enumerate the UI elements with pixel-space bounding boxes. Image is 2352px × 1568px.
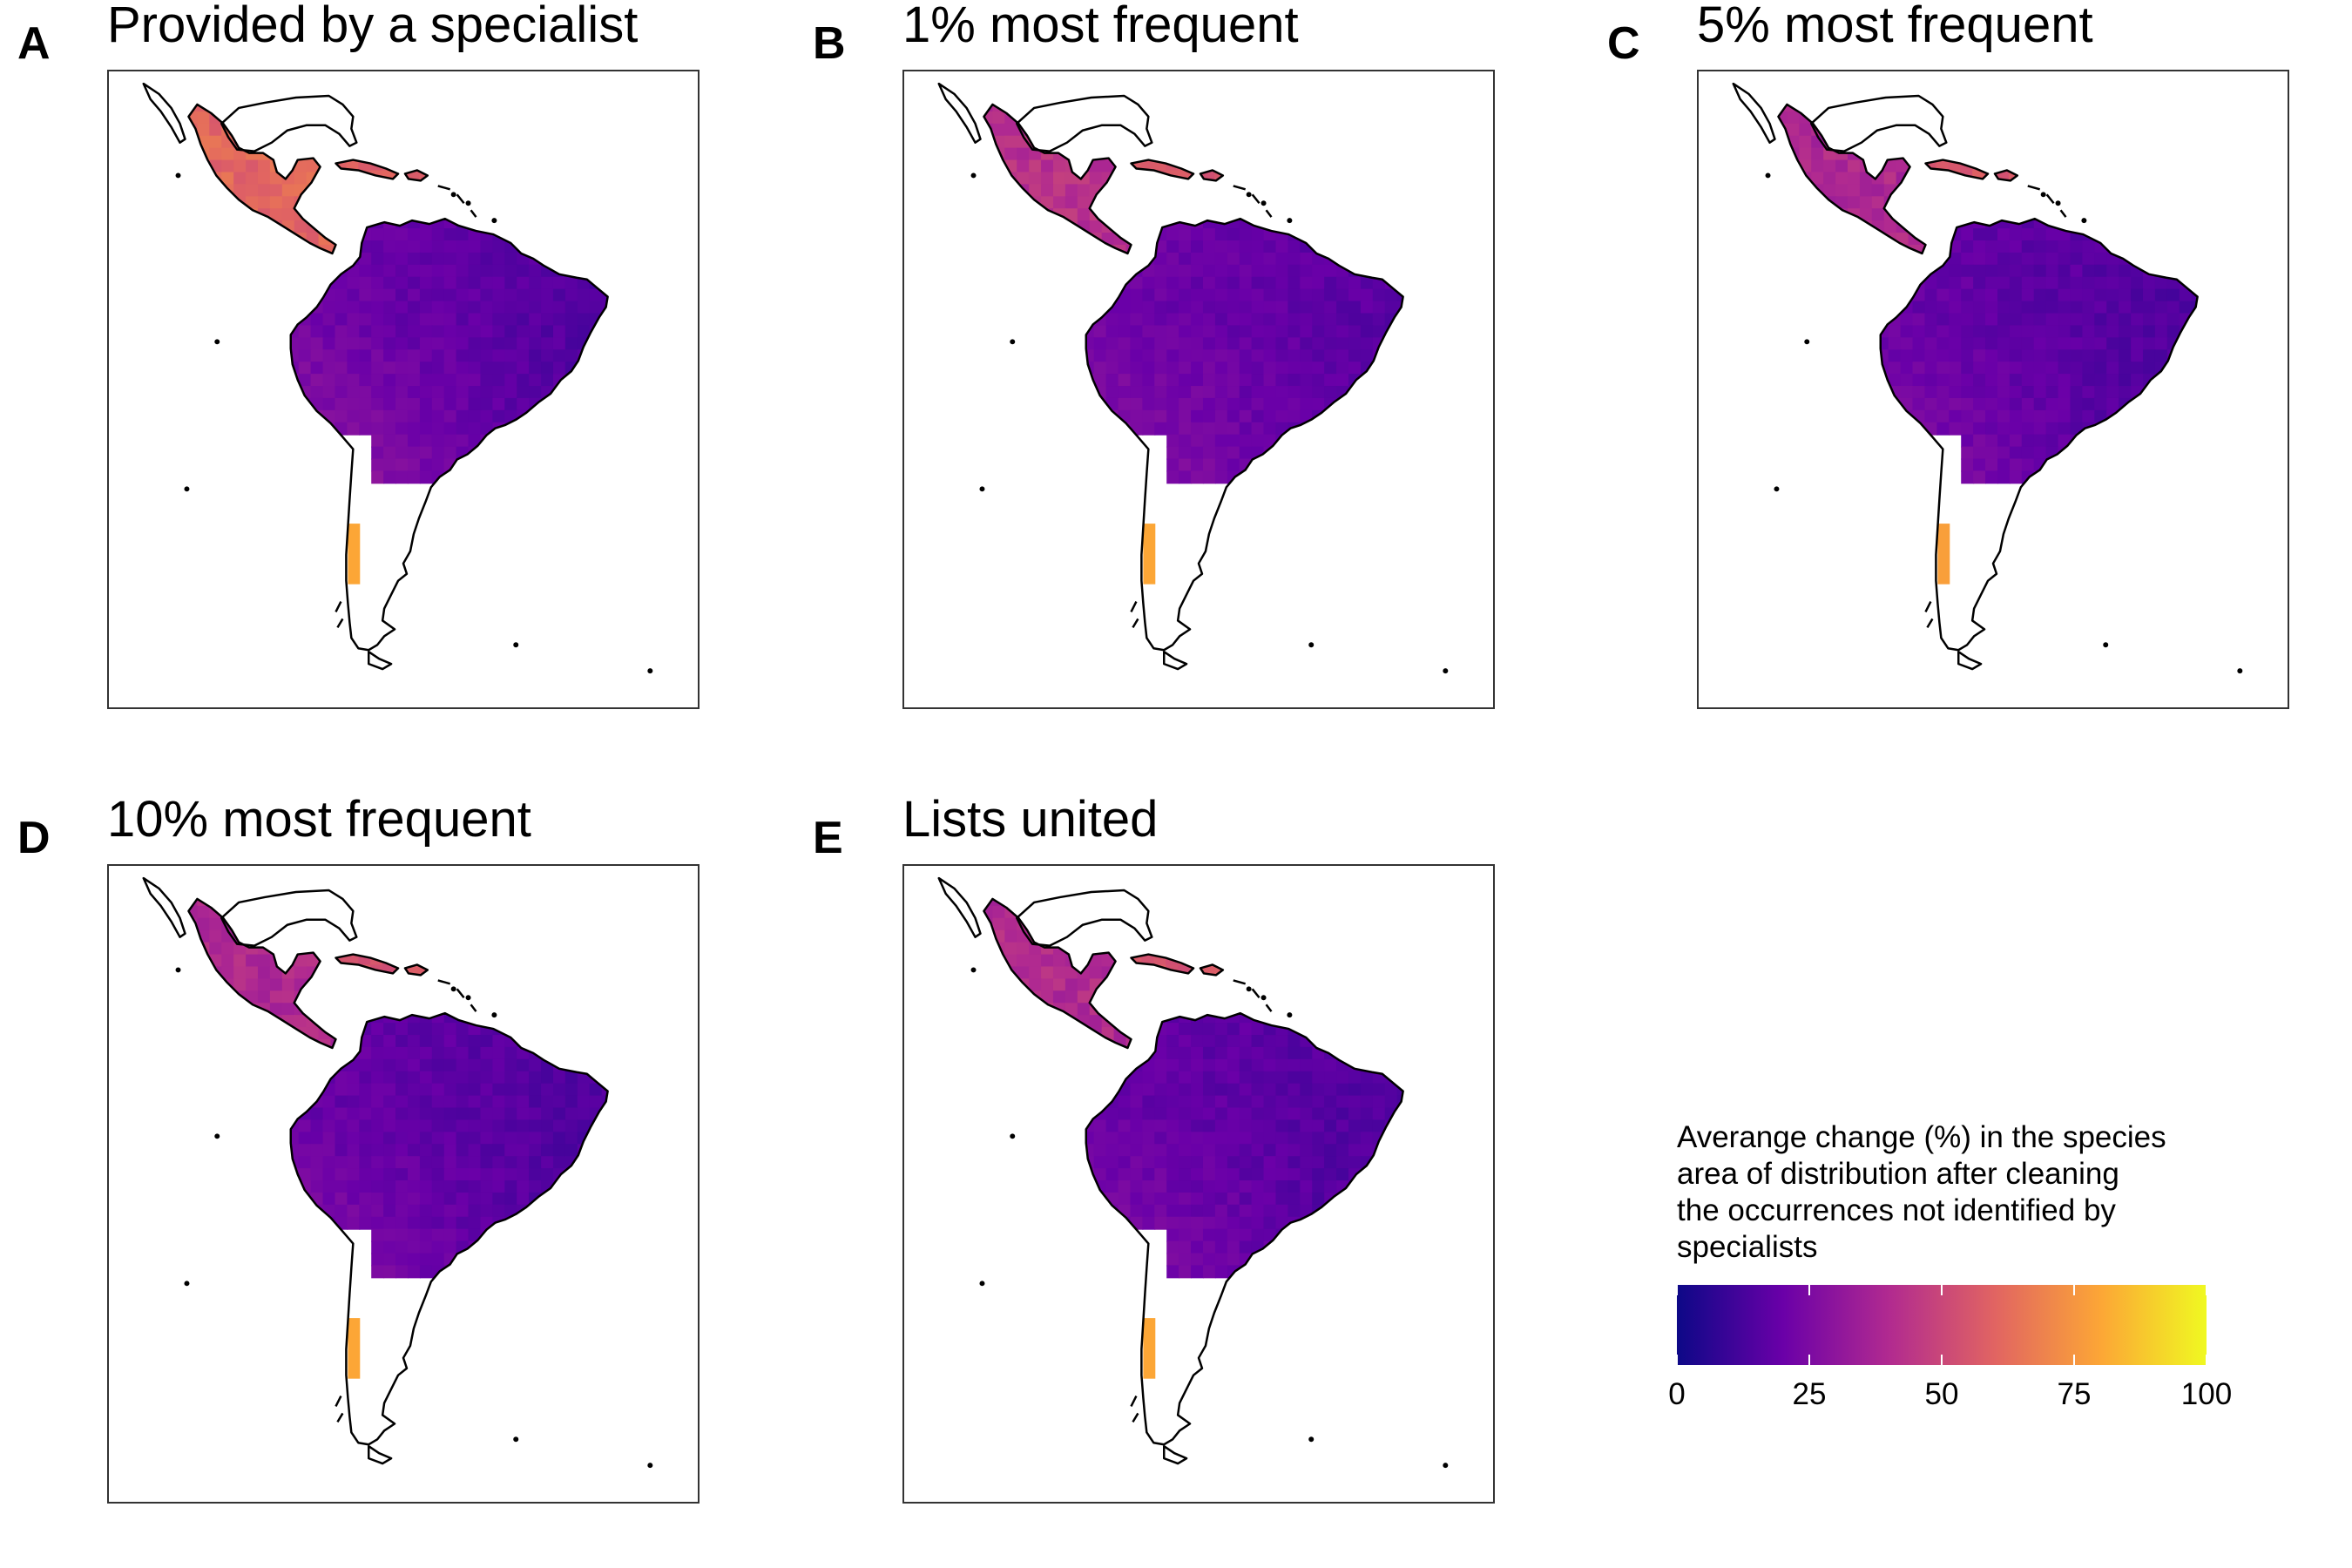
region-south-america — [290, 219, 608, 484]
map-panel-c: C 5% most frequent — [1607, 0, 2352, 749]
island — [1010, 339, 1016, 345]
island — [184, 486, 190, 492]
island — [450, 192, 456, 198]
coastlines — [142, 82, 609, 671]
panel-letter: B — [813, 18, 846, 69]
panel-letter: E — [813, 813, 843, 863]
latin-america-map — [937, 82, 1449, 674]
map-panel-b: B 1% most frequent — [813, 0, 1562, 749]
legend-tick-label: 25 — [1792, 1377, 1827, 1411]
panel-title: 5% most frequent — [1697, 0, 2093, 53]
panel-letter: D — [17, 813, 51, 863]
legend-colorbar — [1677, 1285, 2207, 1365]
coastlines — [937, 876, 1404, 1465]
legend-tick-label: 0 — [1668, 1377, 1686, 1411]
region-chile — [348, 1318, 361, 1379]
map-panel-e: E Lists united — [813, 794, 1562, 1544]
color-legend: Averange change (%) in the species area … — [1668, 1119, 2304, 1411]
panel-letter: C — [1607, 18, 1640, 69]
island — [2055, 200, 2061, 206]
region-chile — [348, 524, 361, 585]
island — [1774, 486, 1780, 492]
legend-tick-label: 50 — [1924, 1377, 1959, 1411]
island — [1287, 1012, 1293, 1018]
island — [513, 642, 519, 648]
island — [184, 1281, 190, 1287]
island — [175, 172, 181, 179]
latin-america-map — [142, 876, 653, 1469]
panel-title: 10% most frequent — [107, 791, 531, 848]
island — [2237, 668, 2243, 674]
region-south-america — [1085, 1013, 1403, 1279]
island — [491, 218, 497, 224]
map-panel-d: D 10% most frequent — [17, 794, 767, 1544]
island — [513, 1436, 519, 1443]
island — [491, 1012, 497, 1018]
island — [979, 1281, 985, 1287]
island — [450, 986, 456, 992]
map-frame — [902, 70, 1495, 709]
island — [970, 172, 977, 179]
region-south-america — [1880, 219, 2198, 484]
panel-title: Lists united — [902, 791, 1159, 848]
island — [214, 339, 220, 345]
island — [2081, 218, 2087, 224]
island — [1804, 339, 1810, 345]
latin-america-map — [937, 876, 1449, 1469]
island — [1308, 642, 1315, 648]
map-frame — [1697, 70, 2289, 709]
region-chile — [1937, 524, 1950, 585]
island — [1010, 1133, 1016, 1139]
latin-america-map — [142, 82, 653, 674]
island — [465, 995, 471, 1001]
island — [1443, 1463, 1449, 1469]
panel-title: Provided by a specialist — [107, 0, 639, 53]
island — [1308, 1436, 1315, 1443]
legend-tick-label: 100 — [2180, 1377, 2233, 1411]
island — [2040, 192, 2046, 198]
region-chile — [1143, 1318, 1156, 1379]
island — [979, 486, 985, 492]
region-south-america — [1085, 219, 1403, 484]
legend-title: Averange change (%) in the species area … — [1677, 1120, 2166, 1264]
island — [2103, 642, 2109, 648]
map-frame — [107, 70, 700, 709]
coastlines — [1732, 82, 2199, 671]
island — [214, 1133, 220, 1139]
island — [970, 967, 977, 973]
island — [175, 967, 181, 973]
island — [1443, 668, 1449, 674]
legend-tick-label: 75 — [2057, 1377, 2092, 1411]
island — [647, 1463, 653, 1469]
region-south-america — [290, 1013, 608, 1279]
island — [647, 668, 653, 674]
island — [1260, 200, 1267, 206]
island — [1246, 192, 1252, 198]
island — [1765, 172, 1771, 179]
island — [1246, 986, 1252, 992]
region-chile — [1143, 524, 1156, 585]
map-panel-a: A Provided by a specialist — [17, 0, 767, 749]
panel-title: 1% most frequent — [902, 0, 1299, 53]
island — [465, 200, 471, 206]
map-frame — [107, 864, 700, 1504]
panel-letter: A — [17, 18, 51, 69]
coastlines — [937, 82, 1404, 671]
island — [1260, 995, 1267, 1001]
coastlines — [142, 876, 609, 1465]
map-frame — [902, 864, 1495, 1504]
latin-america-map — [1732, 82, 2243, 674]
island — [1287, 218, 1293, 224]
